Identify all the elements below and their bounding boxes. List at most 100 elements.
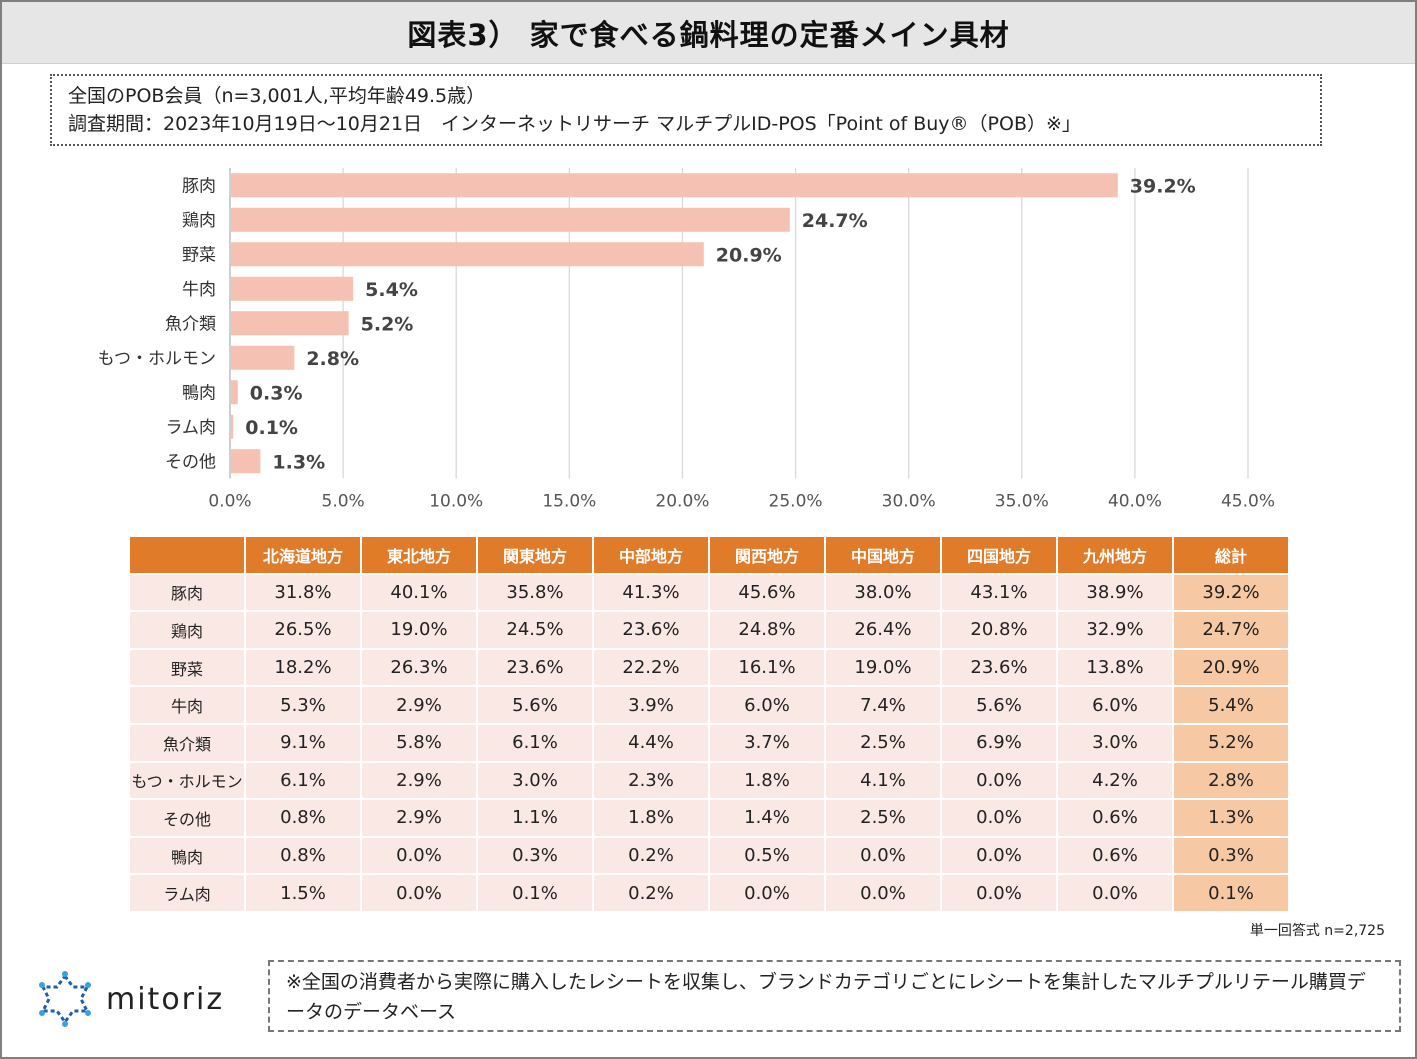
- bar: [231, 311, 349, 336]
- bar: [231, 449, 261, 474]
- table-header-cell: 総計: [1172, 535, 1290, 575]
- table-header-cell: 関西地方: [708, 535, 826, 575]
- table-row: 魚介類 9.1% 5.8% 6.1% 4.4% 3.7% 2.5% 6.9% 3.0% 5.2%: [128, 722, 1290, 763]
- table-cell: 24.5%: [476, 610, 594, 650]
- table-cell: 32.9%: [1056, 610, 1174, 650]
- table-cell: 6.0%: [1056, 685, 1174, 725]
- table-cell: 26.4%: [824, 610, 942, 650]
- table-cell: 40.1%: [360, 572, 478, 613]
- bar: [231, 276, 354, 301]
- table-cell: 0.2%: [592, 873, 710, 913]
- bar: [231, 345, 295, 370]
- data-label: 0.3%: [250, 382, 303, 404]
- x-tick-label: 30.0%: [882, 492, 936, 512]
- table-cell: 6.1%: [476, 722, 594, 763]
- table-cell: 3.0%: [1056, 722, 1174, 763]
- bar: [231, 414, 234, 439]
- table-cell: 2.3%: [592, 760, 710, 801]
- category-label: その他: [165, 452, 216, 472]
- survey-info-box: 全国のPOB会員（n=3,001人,平均年齢49.5歳） 調査期間：2023年1…: [50, 74, 1322, 146]
- table-cell: 9.1%: [244, 722, 362, 763]
- x-tick-label: 20.0%: [655, 492, 709, 512]
- table-cell: 38.0%: [824, 572, 942, 613]
- table-cell: 0.3%: [476, 835, 594, 876]
- mitoriz-logo-icon: [39, 971, 91, 1027]
- table-row-label: 牛肉: [128, 685, 246, 725]
- table-cell: 22.2%: [592, 647, 710, 688]
- table-cell: 0.6%: [1056, 835, 1174, 876]
- table-row: その他 0.8% 2.9% 1.1% 1.8% 1.4% 2.5% 0.0% 0.6% 1.3%: [128, 798, 1290, 838]
- table-cell: 23.6%: [592, 610, 710, 650]
- mitoriz-logo: mitoriz: [36, 966, 251, 1032]
- table-total-cell: 2.8%: [1172, 760, 1290, 801]
- table-cell: 18.2%: [244, 647, 362, 688]
- table-body: 豚肉 31.8% 40.1% 35.8% 41.3% 45.6% 38.0% 43.1% 38.…: [128, 572, 1290, 913]
- table-cell: 1.8%: [708, 760, 826, 801]
- category-label: ラム肉: [166, 418, 217, 438]
- category-label: もつ・ホルモン: [98, 349, 216, 369]
- table-cell: 24.8%: [708, 610, 826, 650]
- table-row-label: 鶏肉: [128, 610, 246, 650]
- bar: [231, 173, 1118, 198]
- table-total-cell: 0.3%: [1172, 835, 1290, 876]
- page-title: 図表3） 家で食べる鍋料理の定番メイン具材: [407, 17, 1010, 52]
- x-tick-label: 0.0%: [208, 492, 251, 512]
- table-header-cell: 東北地方: [360, 535, 478, 575]
- x-tick-label: 40.0%: [1108, 492, 1162, 512]
- table-header-row: 北海道地方 東北地方 関東地方 中部地方 関西地方 中国地方 四国地方 九州地方 総計: [128, 535, 1290, 575]
- table-cell: 0.8%: [244, 835, 362, 876]
- table-cell: 3.9%: [592, 685, 710, 725]
- table-cell: 16.1%: [708, 647, 826, 688]
- x-tick-label: 10.0%: [429, 492, 483, 512]
- table-total-cell: 1.3%: [1172, 798, 1290, 838]
- table-cell: 41.3%: [592, 572, 710, 613]
- table-cell: 0.0%: [824, 873, 942, 913]
- table-cell: 0.0%: [940, 873, 1058, 913]
- table-cell: 0.1%: [476, 873, 594, 913]
- table-cell: 4.4%: [592, 722, 710, 763]
- regional-table: 北海道地方 東北地方 関東地方 中部地方 関西地方 中国地方 四国地方 九州地方 総計 豚肉 31…: [128, 535, 1290, 913]
- table-row: もつ・ホルモン 6.1% 2.9% 3.0% 2.3% 1.8% 4.1% 0.0% 4.2% 2…: [128, 760, 1290, 801]
- table-row: 鶏肉 26.5% 19.0% 24.5% 23.6% 24.8% 26.4% 20.8% 32.…: [128, 610, 1290, 650]
- title-bar: 図表3） 家で食べる鍋料理の定番メイン具材: [2, 2, 1415, 64]
- table-total-cell: 24.7%: [1172, 610, 1290, 650]
- table-cell: 35.8%: [476, 572, 594, 613]
- table-cell: 5.6%: [940, 685, 1058, 725]
- table-header-cell: 九州地方: [1056, 535, 1174, 575]
- table-row-label: ラム肉: [128, 873, 246, 913]
- table-cell: 2.9%: [360, 798, 478, 838]
- table-cell: 0.6%: [1056, 798, 1174, 838]
- table-total-cell: 39.2%: [1172, 572, 1290, 613]
- table-total-cell: 0.1%: [1172, 873, 1290, 913]
- table-cell: 2.9%: [360, 685, 478, 725]
- table-cell: 2.9%: [360, 760, 478, 801]
- table-row-label: 鴨肉: [128, 835, 246, 876]
- x-tick-label: 35.0%: [995, 492, 1049, 512]
- table-cell: 13.8%: [1056, 647, 1174, 688]
- table-row: ラム肉 1.5% 0.0% 0.1% 0.2% 0.0% 0.0% 0.0% 0.0% 0.1%: [128, 873, 1290, 913]
- category-label: 魚介類: [165, 314, 216, 334]
- table-cell: 0.5%: [708, 835, 826, 876]
- x-tick-label: 5.0%: [322, 492, 365, 512]
- table-cell: 1.1%: [476, 798, 594, 838]
- survey-info-line1: 全国のPOB会員（n=3,001人,平均年齢49.5歳）: [68, 85, 486, 107]
- category-label: 野菜: [182, 245, 216, 265]
- table-cell: 2.5%: [824, 722, 942, 763]
- table-cell: 19.0%: [360, 610, 478, 650]
- logo-text: mitoriz: [106, 981, 225, 1017]
- table-cell: 43.1%: [940, 572, 1058, 613]
- category-label: 豚肉: [182, 176, 216, 196]
- table-header-cell: 中部地方: [592, 535, 710, 575]
- table-cell: 0.0%: [824, 835, 942, 876]
- table-row-label: 野菜: [128, 647, 246, 688]
- x-tick-label: 45.0%: [1221, 492, 1275, 512]
- table-cell: 26.5%: [244, 610, 362, 650]
- table-cell: 4.2%: [1056, 760, 1174, 801]
- footnote-box: ※全国の消費者から実際に購入したレシートを収集し、ブランドカテゴリごとにレシート…: [268, 960, 1401, 1032]
- table-cell: 23.6%: [940, 647, 1058, 688]
- table-cell: 20.8%: [940, 610, 1058, 650]
- table-row-label: もつ・ホルモン: [128, 760, 246, 801]
- data-label: 1.3%: [272, 451, 325, 473]
- bar-chart: 0.0% 5.0% 10.0% 15.0% 20.0% 25.0% 30.0% 35.0% 40…: [98, 168, 1275, 512]
- table-cell: 4.1%: [824, 760, 942, 801]
